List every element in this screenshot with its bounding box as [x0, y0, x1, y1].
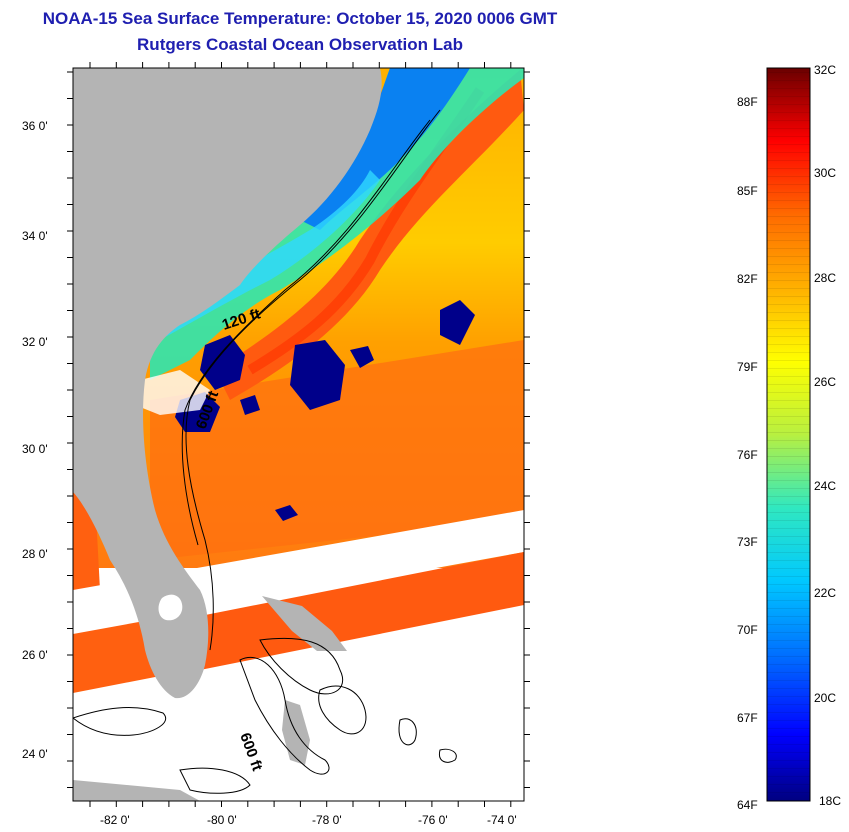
colorbar-c-label: 26C — [814, 375, 836, 389]
lat-label: 28 0' — [22, 547, 48, 561]
warm-band — [180, 552, 524, 672]
colorbar-celsius-labels: 32C 30C 28C 26C 24C 22C 20C 18C — [814, 63, 841, 808]
map-title: NOAA-15 Sea Surface Temperature: October… — [42, 9, 558, 28]
colorbar-f-label: 64F — [737, 798, 758, 812]
colorbar-f-label: 82F — [737, 272, 758, 286]
map-frame — [72, 67, 525, 802]
colorbar-c-label: 32C — [814, 63, 836, 77]
colorbar-f-label: 73F — [737, 535, 758, 549]
lon-label: -76 0' — [418, 813, 448, 827]
lon-label: -82 0' — [100, 813, 130, 827]
colorbar-fahrenheit-labels: 88F 85F 82F 79F 76F 73F 70F 67F 64F — [737, 95, 758, 812]
colorbar-c-label: 30C — [814, 166, 836, 180]
landmass-southeast-us — [73, 68, 382, 699]
lat-label: 36 0' — [22, 119, 48, 133]
lon-label: -80 0' — [207, 813, 237, 827]
colorbar-c-label: 22C — [814, 586, 836, 600]
map-subtitle: Rutgers Coastal Ocean Observation Lab — [137, 35, 463, 54]
axis-ticks — [67, 62, 530, 807]
longitude-labels: -82 0' -80 0' -78 0' -76 0' -74 0' — [100, 813, 517, 827]
lat-label: 32 0' — [22, 335, 48, 349]
colorbar-c-label: 24C — [814, 479, 836, 493]
colorbar-c-label: 20C — [814, 691, 836, 705]
contour-120ft — [185, 109, 441, 651]
bahamas-island — [262, 596, 347, 651]
colorbar-f-label: 79F — [737, 360, 758, 374]
lake-okeechobee — [158, 594, 183, 621]
colorbar-f-label: 88F — [737, 95, 758, 109]
colorbar-c-label: 28C — [814, 271, 836, 285]
latitude-labels: 36 0' 34 0' 32 0' 30 0' 28 0' 26 0' 24 0… — [22, 119, 48, 761]
colorbar-f-label: 76F — [737, 448, 758, 462]
landmass-cuba — [73, 780, 200, 801]
sst-image — [73, 68, 524, 801]
colorbar-f-label: 70F — [737, 623, 758, 637]
lat-label: 30 0' — [22, 442, 48, 456]
lat-label: 24 0' — [22, 747, 48, 761]
data-gap-swath-2 — [73, 605, 524, 801]
lat-label: 26 0' — [22, 648, 48, 662]
colorbar-c-label: 18C — [819, 794, 841, 808]
colorbar-f-label: 67F — [737, 711, 758, 725]
lon-label: -78 0' — [312, 813, 342, 827]
gulf-stream — [215, 70, 524, 400]
colorbar-f-label: 85F — [737, 184, 758, 198]
lat-label: 34 0' — [22, 229, 48, 243]
lon-label: -74 0' — [487, 813, 517, 827]
contour-600ft — [181, 119, 431, 546]
